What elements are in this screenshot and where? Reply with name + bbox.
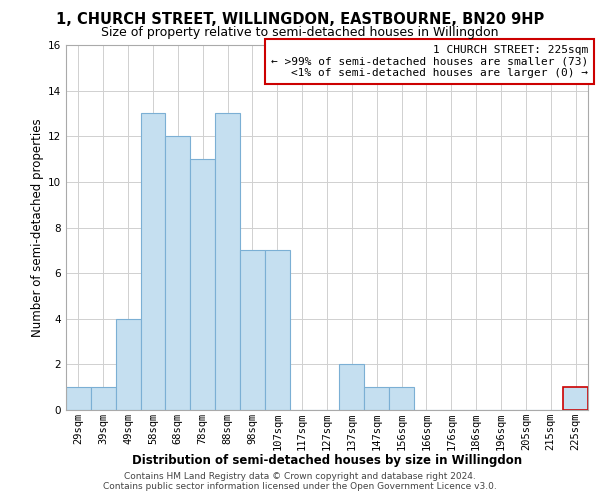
Bar [265,250,290,410]
Text: Contains HM Land Registry data © Crown copyright and database right 2024.
Contai: Contains HM Land Registry data © Crown c… [103,472,497,491]
Bar [340,364,364,410]
X-axis label: Distribution of semi-detached houses by size in Willingdon: Distribution of semi-detached houses by … [132,454,522,468]
Bar [563,387,588,410]
Bar [140,114,166,410]
Y-axis label: Number of semi-detached properties: Number of semi-detached properties [31,118,44,337]
Bar [389,387,414,410]
Bar [66,387,91,410]
Bar [364,387,389,410]
Text: 1 CHURCH STREET: 225sqm
← >99% of semi-detached houses are smaller (73)
<1% of s: 1 CHURCH STREET: 225sqm ← >99% of semi-d… [271,45,588,78]
Bar [240,250,265,410]
Bar [190,159,215,410]
Bar [91,387,116,410]
Bar [215,114,240,410]
Text: Size of property relative to semi-detached houses in Willingdon: Size of property relative to semi-detach… [101,26,499,39]
Bar [116,319,140,410]
Bar [166,136,190,410]
Text: 1, CHURCH STREET, WILLINGDON, EASTBOURNE, BN20 9HP: 1, CHURCH STREET, WILLINGDON, EASTBOURNE… [56,12,544,28]
